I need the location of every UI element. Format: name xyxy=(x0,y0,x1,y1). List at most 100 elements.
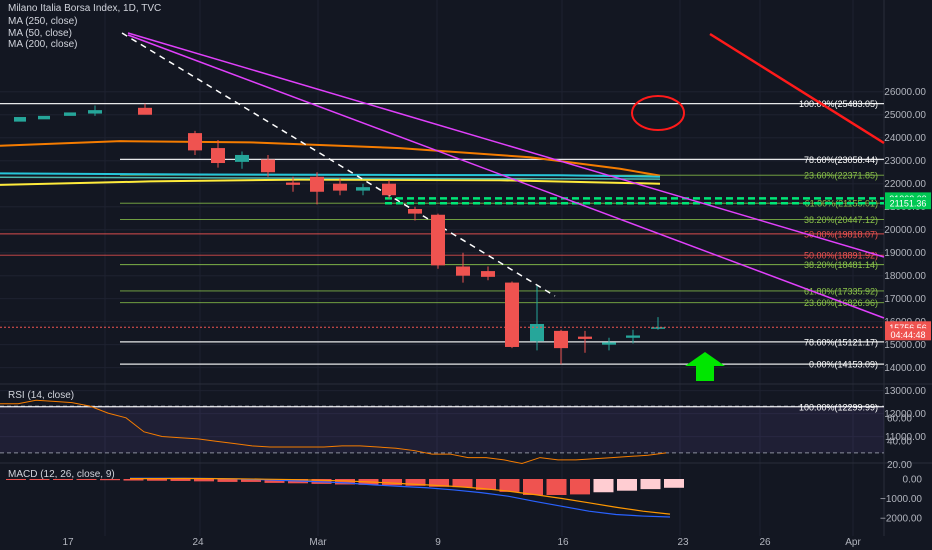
macd-histogram-bar xyxy=(241,479,261,482)
fib-label: 78.60%(23058.44) xyxy=(804,155,878,165)
channel-upper-line xyxy=(127,32,885,258)
ma200-legend[interactable]: MA (200, close) xyxy=(8,39,78,50)
time-tick-label: Apr xyxy=(845,537,861,548)
rsi-line xyxy=(0,399,667,464)
candle-body xyxy=(481,271,495,277)
candle-body xyxy=(382,183,396,196)
macd-tick-label: −1000.00 xyxy=(880,494,922,505)
macd-histogram-bar xyxy=(147,479,167,481)
macd-histogram-bar xyxy=(335,479,355,485)
macd-histogram-bar xyxy=(264,479,285,483)
price-tick-label: 26000.00 xyxy=(884,87,926,98)
candle-body xyxy=(456,266,470,276)
rsi-tick-label: 20.00 xyxy=(887,460,912,471)
price-tag-label: 04:44:48 xyxy=(890,330,925,340)
candle-body xyxy=(530,323,544,342)
macd-histogram-bar xyxy=(499,479,520,492)
ma-line xyxy=(0,172,661,178)
macd-histogram-bar xyxy=(546,479,567,495)
candle-body xyxy=(431,214,445,266)
price-tick-label: 24000.00 xyxy=(884,133,926,144)
candle-body xyxy=(602,342,616,345)
price-tag-label: 21151.36 xyxy=(890,199,927,209)
macd-histogram-bar xyxy=(217,479,238,482)
candle-body xyxy=(554,330,568,349)
fib-label: 50.00%(18891.92) xyxy=(804,251,878,261)
time-tick-label: 23 xyxy=(677,537,689,548)
candle-body xyxy=(188,133,202,151)
macd-histogram-bar xyxy=(6,479,26,480)
chart-title: Milano Italia Borsa Index, 1D, TVC xyxy=(8,3,162,14)
price-tag xyxy=(885,328,931,341)
candle-body xyxy=(651,327,665,329)
highlight-circle xyxy=(631,95,685,131)
macd-histogram-bar xyxy=(76,479,97,480)
fib-label: 23.60%(22371.85) xyxy=(804,171,878,181)
price-tick-label: 13000.00 xyxy=(884,386,926,397)
rsi-pane xyxy=(0,399,667,464)
price-axis: 26000.00 25000.00 24000.00 23000.00 22000.00… xyxy=(880,87,931,525)
fib-label: 100.00%(12299.99) xyxy=(799,402,878,412)
ma-line xyxy=(0,140,661,177)
price-tick-label: 11000.00 xyxy=(885,432,926,443)
candle-body xyxy=(64,112,76,116)
drawings[interactable] xyxy=(121,32,885,381)
fib-label: 100.00%(25483.05) xyxy=(799,99,878,109)
macd-histogram-bar xyxy=(29,479,50,480)
macd-histogram-bar xyxy=(123,479,144,481)
candle-body xyxy=(235,154,249,162)
candles xyxy=(0,103,884,365)
time-tick-label: 24 xyxy=(192,537,204,548)
candle-body xyxy=(578,336,592,339)
time-tick-label: 17 xyxy=(62,537,74,548)
price-tick-label: 22000.00 xyxy=(884,179,926,190)
ma250-legend[interactable]: MA (250, close) xyxy=(8,16,78,27)
rsi-tick-label: 60.00 xyxy=(887,413,912,424)
macd-legend[interactable]: MACD (12, 26, close, 9) xyxy=(8,469,115,480)
macd-histogram-bar xyxy=(476,479,496,490)
signal-line xyxy=(130,477,671,515)
ma50-legend[interactable]: MA (50, close) xyxy=(8,28,72,39)
fib-label: 0.00%(14153.09) xyxy=(809,360,878,370)
macd-histogram-bar xyxy=(593,479,614,493)
candle-body xyxy=(261,159,275,173)
macd-histogram-bar xyxy=(170,479,191,481)
time-tick-label: 26 xyxy=(759,537,771,548)
rsi-legend[interactable]: RSI (14, close) xyxy=(8,390,75,401)
price-tick-label: 14000.00 xyxy=(884,363,926,374)
macd-histogram-bar xyxy=(194,479,214,482)
channel-lower-line xyxy=(127,34,885,319)
macd-histogram-bar xyxy=(452,479,473,488)
price-tick-label: 20000.00 xyxy=(884,225,926,236)
macd-histogram-bar xyxy=(617,479,637,491)
fib-label: 38.20%(18481.14) xyxy=(804,260,878,270)
rsi-tick-label: 40.00 xyxy=(887,437,912,448)
macd-histogram-bar xyxy=(429,479,449,487)
rsi-band xyxy=(0,406,884,453)
time-tick-label: 16 xyxy=(557,537,569,548)
price-tick-label: 18000.00 xyxy=(884,271,926,282)
candle-body xyxy=(626,335,640,338)
red-trendline xyxy=(709,32,885,145)
dashed-trendline xyxy=(121,32,556,297)
fib-label: 38.20%(20447.12) xyxy=(804,215,878,225)
indicator-zones xyxy=(0,405,884,454)
macd-histogram-bar xyxy=(664,479,684,488)
price-tag xyxy=(885,197,931,210)
ma-line xyxy=(0,176,661,180)
candle-body xyxy=(14,117,26,122)
price-tick-label: 23000.00 xyxy=(884,156,926,167)
candle-body xyxy=(211,148,225,164)
up-arrow-icon xyxy=(685,352,725,381)
macd-histogram-bar xyxy=(570,479,590,495)
macd-tick-label: 0.00 xyxy=(903,475,923,486)
candle-body xyxy=(138,107,152,115)
fib-label: 50.00%(19818.07) xyxy=(804,229,878,239)
candle-body xyxy=(356,187,370,191)
time-tick-label: 9 xyxy=(435,537,441,548)
candle-body xyxy=(333,183,347,191)
price-tick-label: 12000.00 xyxy=(884,409,926,420)
grid-lines xyxy=(0,0,932,536)
macd-tick-label: −2000.00 xyxy=(880,514,922,525)
